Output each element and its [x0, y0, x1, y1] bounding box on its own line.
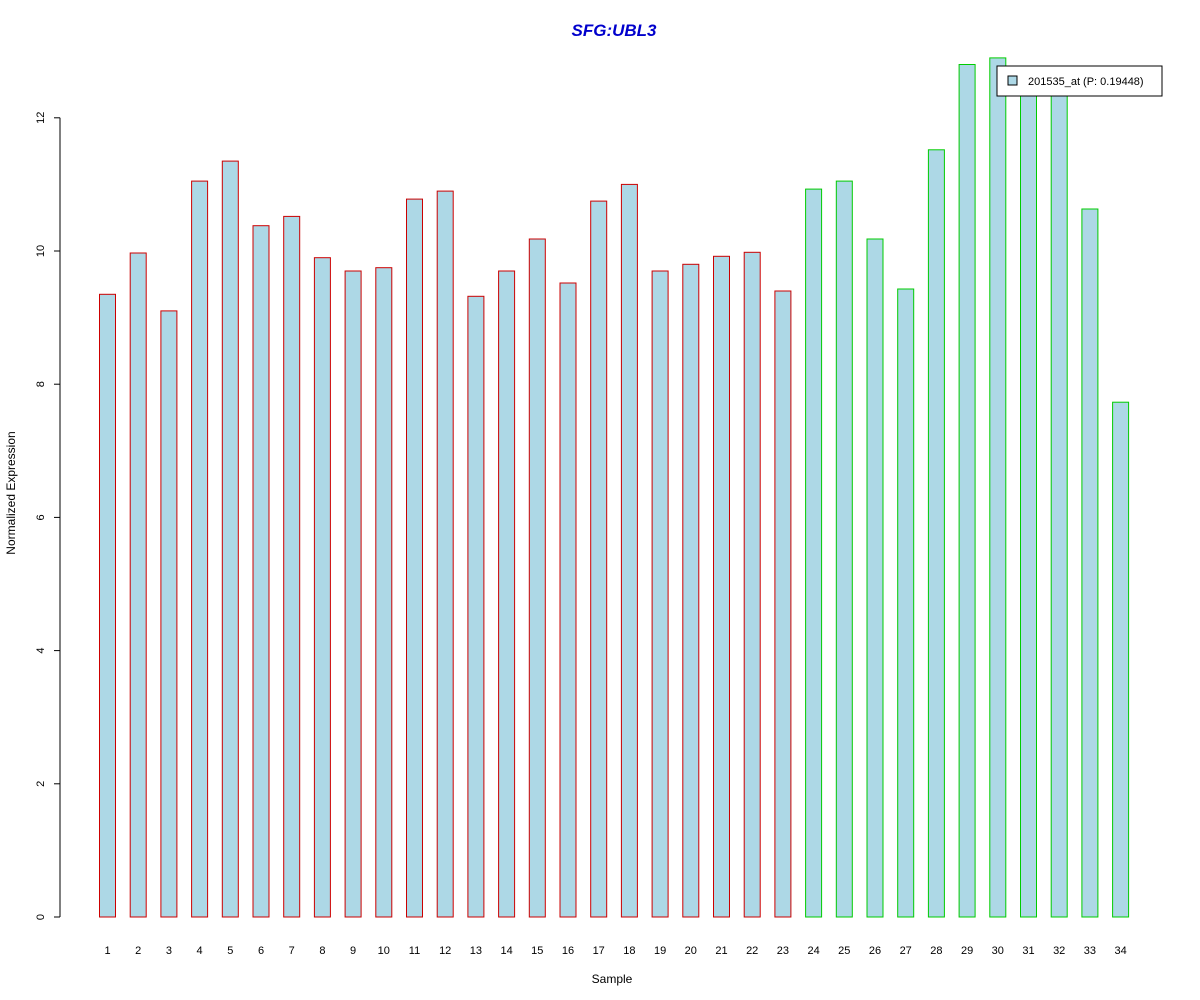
x-tick-label: 15 — [531, 945, 543, 957]
x-tick-label: 11 — [409, 945, 420, 957]
bars-group — [99, 57, 1130, 918]
x-tick-label: 9 — [350, 945, 356, 957]
bar-sample-17 — [590, 200, 608, 918]
bar-sample-4 — [191, 180, 209, 918]
bar-sample-6 — [252, 225, 270, 918]
y-tick-label: 12 — [35, 112, 47, 124]
bar-sample-26 — [866, 238, 884, 918]
bar-sample-21 — [713, 255, 730, 918]
x-tick-label: 26 — [869, 945, 881, 957]
bar-sample-5 — [221, 160, 239, 918]
chart-title: SFG:UBL3 — [572, 21, 658, 40]
y-axis: 0 2 4 6 8 10 12 — [35, 112, 61, 920]
x-tick-label: 28 — [930, 945, 942, 957]
bar-sample-25 — [835, 180, 853, 918]
x-tick-label: 24 — [807, 945, 819, 957]
x-tick-label: 2 — [135, 945, 141, 957]
bar-sample-2 — [129, 252, 147, 918]
bar-sample-24 — [805, 188, 823, 918]
bar-sample-29 — [958, 64, 976, 918]
bar-sample-30 — [989, 57, 1007, 918]
bar-sample-14 — [498, 270, 516, 918]
legend: 201535_at (P: 0.19448) — [996, 65, 1163, 97]
bar-sample-33 — [1081, 208, 1099, 918]
x-tick-label: 23 — [777, 945, 789, 957]
bar-sample-8 — [313, 257, 331, 918]
x-tick-label: 5 — [227, 945, 233, 957]
x-tick-label: 22 — [746, 945, 758, 957]
y-tick-label: 0 — [35, 914, 47, 920]
x-tick-label: 18 — [623, 945, 635, 957]
x-tick-label: 16 — [562, 945, 574, 957]
y-tick-label: 10 — [35, 245, 47, 257]
y-tick-label: 4 — [35, 648, 47, 654]
x-tick-label: 14 — [500, 945, 512, 957]
legend-box — [996, 65, 1163, 97]
bar-sample-22 — [743, 251, 761, 918]
bar-sample-20 — [682, 263, 700, 918]
bar-sample-3 — [160, 310, 178, 918]
bar-sample-31 — [1020, 90, 1037, 918]
bar-sample-15 — [528, 238, 546, 918]
y-axis-title: Normalized Expression — [4, 431, 18, 554]
x-tick-label: 10 — [378, 945, 390, 957]
x-tick-label: 31 — [1022, 945, 1034, 957]
x-tick-label: 12 — [439, 945, 451, 957]
x-tick-label: 8 — [319, 945, 325, 957]
x-tick-label: 20 — [685, 945, 697, 957]
bar-sample-27 — [897, 288, 915, 918]
bar-sample-10 — [375, 267, 393, 918]
bar-sample-1 — [99, 293, 116, 918]
bar-sample-28 — [927, 149, 945, 918]
x-tick-label: 25 — [838, 945, 850, 957]
bar-sample-34 — [1112, 401, 1130, 918]
x-tick-label: 1 — [104, 945, 110, 957]
x-tick-label: 27 — [900, 945, 912, 957]
x-tick-label: 32 — [1053, 945, 1065, 957]
x-tick-label: 30 — [992, 945, 1004, 957]
bar-sample-12 — [436, 190, 454, 918]
bar-sample-11 — [406, 198, 423, 918]
y-tick-label: 6 — [35, 514, 47, 520]
x-axis-title: Sample — [592, 972, 633, 986]
bar-sample-9 — [344, 270, 362, 918]
legend-label: 201535_at (P: 0.19448) — [1028, 76, 1144, 88]
x-tick-labels: 1 2 3 4 5 6 7 8 9 10 11 12 13 14 15 16 17 18 19 20 21 22 23 24 2… — [104, 945, 1126, 957]
y-tick-label: 2 — [35, 781, 47, 787]
bar-sample-23 — [774, 290, 792, 918]
bar-sample-19 — [651, 270, 669, 918]
x-tick-label: 33 — [1084, 945, 1096, 957]
x-tick-label: 29 — [961, 945, 973, 957]
y-tick-label: 8 — [35, 381, 47, 387]
bar-sample-32 — [1050, 90, 1068, 918]
bar-sample-18 — [620, 183, 638, 918]
x-tick-label: 21 — [715, 945, 727, 957]
x-tick-label: 4 — [197, 945, 203, 957]
x-tick-label: 19 — [654, 945, 666, 957]
x-tick-label: 6 — [258, 945, 264, 957]
bar-sample-7 — [283, 215, 301, 918]
bar-sample-13 — [467, 295, 485, 918]
x-tick-label: 34 — [1114, 945, 1126, 957]
x-tick-label: 3 — [166, 945, 172, 957]
x-tick-label: 7 — [289, 945, 295, 957]
x-tick-label: 13 — [470, 945, 482, 957]
x-tick-label: 17 — [593, 945, 605, 957]
legend-swatch — [1007, 75, 1018, 86]
bar-sample-16 — [559, 282, 577, 918]
